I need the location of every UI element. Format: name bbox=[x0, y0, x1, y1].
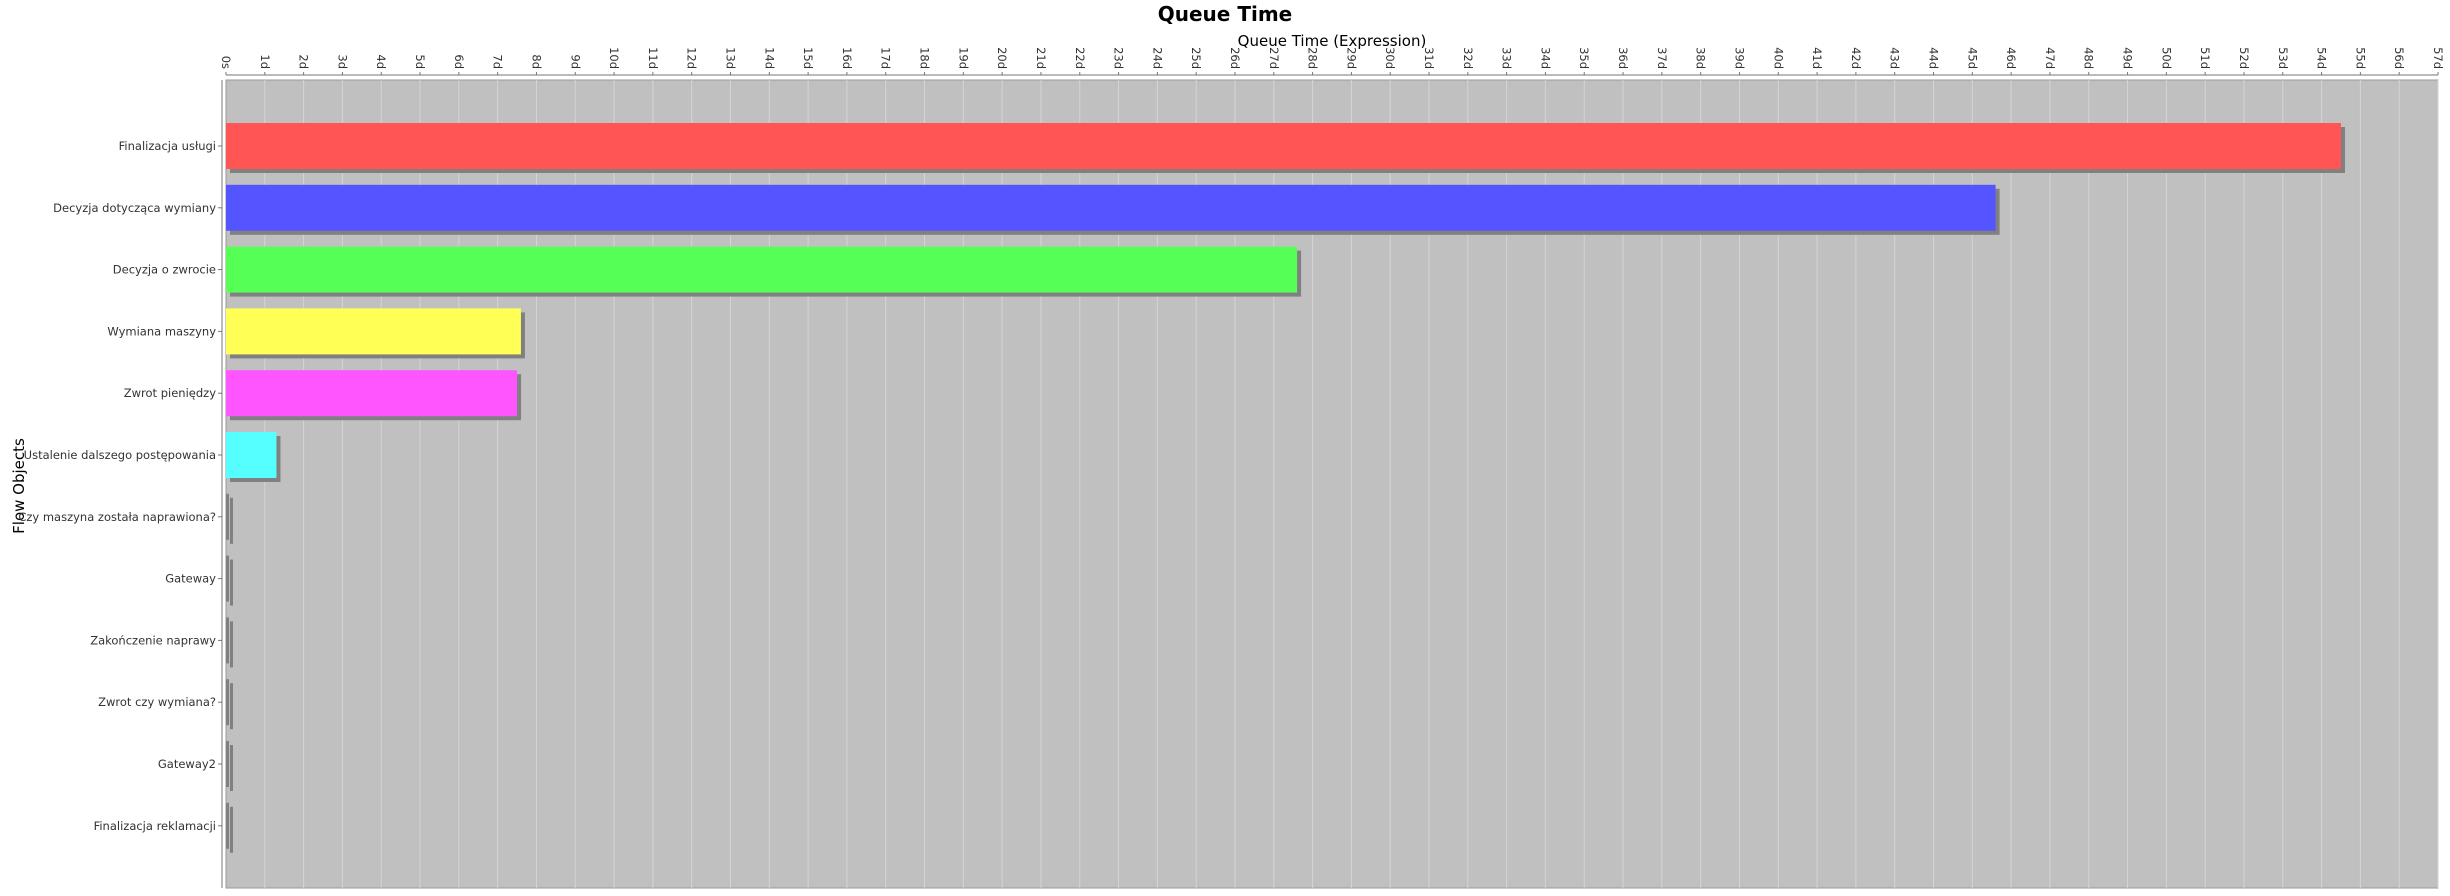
x-tick-label: 30d bbox=[1383, 47, 1397, 69]
x-tick-label: 57d bbox=[2431, 47, 2445, 69]
x-tick-label: 16d bbox=[840, 47, 854, 69]
x-tick-label: 45d bbox=[1965, 47, 1979, 69]
category-label: Wymiana maszyny bbox=[107, 324, 216, 338]
bar bbox=[226, 802, 229, 849]
x-tick-label: 49d bbox=[2121, 47, 2135, 69]
bar bbox=[226, 184, 1996, 231]
bar bbox=[226, 617, 229, 664]
x-tick-label: 38d bbox=[1694, 47, 1708, 69]
x-tick-label: 50d bbox=[2159, 47, 2173, 69]
x-tick-label: 35d bbox=[1577, 47, 1591, 69]
x-tick-label: 0s bbox=[219, 56, 233, 69]
x-tick-label: 8d bbox=[529, 54, 543, 69]
bar bbox=[226, 432, 277, 478]
x-tick-label: 52d bbox=[2237, 47, 2251, 69]
x-tick-label: 22d bbox=[1073, 47, 1087, 69]
category-label: Zakończenie naprawy bbox=[90, 633, 216, 647]
category-label: Finalizacja reklamacji bbox=[94, 819, 216, 833]
x-tick-label: 1d bbox=[258, 54, 272, 69]
x-tick-label: 51d bbox=[2198, 47, 2212, 69]
x-tick-label: 15d bbox=[801, 47, 815, 69]
x-axis-title: Queue Time (Expression) bbox=[1238, 32, 1427, 50]
x-tick-label: 37d bbox=[1655, 47, 1669, 69]
category-label: Gateway2 bbox=[158, 757, 216, 771]
x-tick-label: 33d bbox=[1500, 47, 1514, 69]
x-tick-label: 43d bbox=[1888, 47, 1902, 69]
y-axis-title: Flow Objects bbox=[10, 438, 28, 534]
x-tick-label: 27d bbox=[1267, 47, 1281, 69]
x-tick-label: 17d bbox=[879, 47, 893, 69]
x-tick-label: 40d bbox=[1771, 47, 1785, 69]
category-label: Zwrot czy wymiana? bbox=[98, 695, 216, 709]
x-tick-label: 5d bbox=[413, 54, 427, 69]
bar bbox=[226, 679, 229, 726]
bar-shadow bbox=[230, 497, 233, 544]
x-tick-label: 7d bbox=[491, 54, 505, 69]
x-tick-label: 56d bbox=[2392, 47, 2406, 69]
x-axis: 0s 1d 2d 3d 4d 5d 6d 7d 8d 9d 10d 11d 12d 13d 14d 15d 16… bbox=[219, 47, 2445, 76]
bar bbox=[226, 493, 229, 540]
x-tick-label: 20d bbox=[995, 47, 1009, 69]
bar bbox=[226, 555, 229, 602]
bar bbox=[226, 123, 2341, 169]
x-tick-label: 32d bbox=[1461, 47, 1475, 69]
x-tick-label: 4d bbox=[374, 54, 388, 69]
category-label: Decyzja dotycząca wymiany bbox=[53, 201, 216, 215]
x-tick-label: 2d bbox=[297, 54, 311, 69]
category-label: Zwrot pieniędzy bbox=[124, 386, 216, 400]
x-tick-label: 34d bbox=[1538, 47, 1552, 69]
category-label: Ustalenie dalszego postępowania bbox=[24, 448, 216, 462]
x-tick-label: 46d bbox=[2004, 47, 2018, 69]
x-tick-label: 19d bbox=[956, 47, 970, 69]
x-tick-label: 47d bbox=[2043, 47, 2057, 69]
x-tick-label: 48d bbox=[2082, 47, 2096, 69]
x-tick-label: 28d bbox=[1306, 47, 1320, 69]
x-tick-label: 54d bbox=[2315, 47, 2329, 69]
x-tick-label: 18d bbox=[918, 47, 932, 69]
category-label: Gateway bbox=[165, 572, 216, 586]
x-tick-label: 44d bbox=[1927, 47, 1941, 69]
x-tick-label: 53d bbox=[2276, 47, 2290, 69]
x-tick-label: 36d bbox=[1616, 47, 1630, 69]
x-tick-label: 11d bbox=[646, 47, 660, 69]
bar-shadow bbox=[230, 745, 233, 791]
bar bbox=[226, 741, 229, 787]
x-tick-label: 10d bbox=[607, 47, 621, 69]
bar bbox=[226, 370, 518, 417]
x-tick-label: 12d bbox=[685, 47, 699, 69]
x-tick-label: 14d bbox=[762, 47, 776, 69]
bar-shadow bbox=[230, 559, 233, 606]
x-tick-label: 55d bbox=[2353, 47, 2367, 69]
x-tick-label: 13d bbox=[723, 47, 737, 69]
bar bbox=[226, 308, 521, 355]
x-tick-label: 6d bbox=[452, 54, 466, 69]
category-label: Finalizacja usługi bbox=[119, 139, 216, 153]
category-label: Czy maszyna została naprawiona? bbox=[18, 510, 216, 524]
x-tick-label: 24d bbox=[1150, 47, 1164, 69]
x-tick-label: 9d bbox=[568, 54, 582, 69]
x-tick-label: 3d bbox=[335, 54, 349, 69]
y-axis: Finalizacja usługi Decyzja dotycząca wymi… bbox=[18, 80, 223, 888]
x-tick-label: 25d bbox=[1189, 47, 1203, 69]
chart-title: Queue Time bbox=[1158, 2, 1292, 26]
x-tick-label: 39d bbox=[1732, 47, 1746, 69]
x-tick-label: 21d bbox=[1034, 47, 1048, 69]
bar-shadow bbox=[230, 683, 233, 730]
x-tick-label: 29d bbox=[1344, 47, 1358, 69]
bars bbox=[226, 123, 2345, 853]
bar bbox=[226, 246, 1298, 293]
x-tick-label: 26d bbox=[1228, 47, 1242, 69]
x-tick-label: 23d bbox=[1112, 47, 1126, 69]
x-tick-label: 41d bbox=[1810, 47, 1824, 69]
bar-shadow bbox=[230, 621, 233, 668]
category-label: Decyzja o zwrocie bbox=[113, 263, 216, 277]
bar-shadow bbox=[230, 806, 233, 853]
x-tick-label: 31d bbox=[1422, 47, 1436, 69]
x-tick-label: 42d bbox=[1849, 47, 1863, 69]
